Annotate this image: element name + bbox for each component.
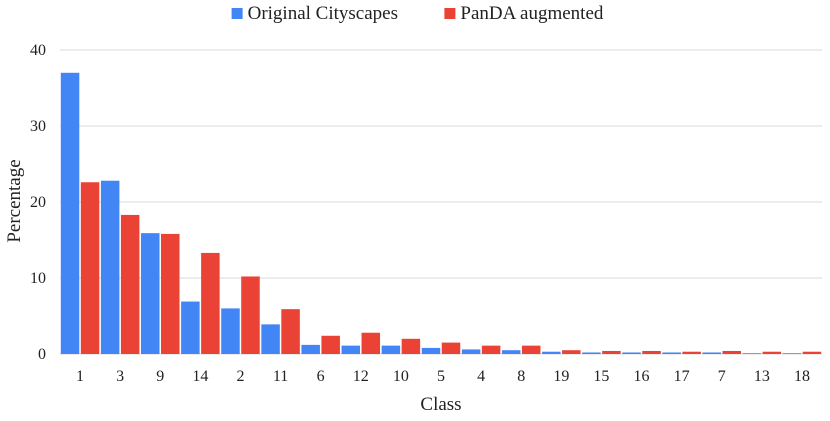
x-tick-label: 2 bbox=[236, 368, 244, 385]
x-tick-label: 19 bbox=[553, 368, 569, 385]
bars bbox=[60, 72, 822, 355]
legend: Original Cityscapes PanDA augmented bbox=[231, 3, 604, 24]
bar-panda-class-10 bbox=[401, 338, 421, 354]
x-tick-label: 1 bbox=[76, 368, 84, 385]
bar-panda-class-18 bbox=[802, 351, 822, 354]
bar-panda-class-17 bbox=[682, 351, 701, 354]
x-tick-label: 13 bbox=[754, 368, 770, 385]
bar-panda-class-12 bbox=[361, 332, 381, 354]
bar-original-class-16 bbox=[622, 352, 641, 354]
x-axis-title: Class bbox=[420, 394, 461, 415]
x-tick-label: 12 bbox=[353, 368, 369, 385]
bar-original-class-4 bbox=[461, 349, 481, 354]
x-tick-label: 10 bbox=[393, 368, 409, 385]
x-tick-label: 8 bbox=[517, 368, 525, 385]
x-tick-label: 6 bbox=[317, 368, 325, 385]
bar-original-class-11 bbox=[261, 324, 280, 354]
bar-panda-class-15 bbox=[602, 350, 621, 354]
x-tick-label: 18 bbox=[794, 368, 810, 385]
bar-panda-class-3 bbox=[120, 214, 140, 354]
bar-original-class-8 bbox=[501, 350, 521, 354]
bar-original-class-14 bbox=[181, 301, 200, 354]
bar-panda-class-2 bbox=[241, 276, 260, 354]
y-tick-label: 20 bbox=[30, 194, 46, 211]
legend-swatch bbox=[444, 8, 456, 19]
x-tick-label: 5 bbox=[437, 368, 445, 385]
legend-label: PanDA augmented bbox=[460, 3, 604, 24]
bar-original-class-7 bbox=[702, 352, 721, 354]
x-tick-label: 9 bbox=[156, 368, 164, 385]
bar-panda-class-4 bbox=[481, 345, 501, 354]
x-tick-label: 16 bbox=[634, 368, 650, 385]
y-tick-label: 30 bbox=[30, 118, 46, 135]
bar-original-class-5 bbox=[421, 347, 441, 354]
x-tick-label: 4 bbox=[477, 368, 485, 385]
y-axis-ticks: 0 10 20 30 40 bbox=[30, 42, 46, 363]
legend-swatch bbox=[231, 8, 243, 19]
bar-original-class-18 bbox=[782, 353, 802, 354]
bar-panda-class-13 bbox=[762, 351, 782, 354]
bar-original-class-2 bbox=[221, 308, 240, 354]
bar-original-class-12 bbox=[341, 345, 361, 354]
bar-original-class-6 bbox=[301, 344, 320, 354]
y-axis-title: Percentage bbox=[4, 159, 25, 242]
bar-original-class-15 bbox=[582, 352, 601, 354]
bar-panda-class-8 bbox=[521, 345, 541, 354]
bar-panda-class-11 bbox=[281, 309, 300, 354]
bar-panda-class-1 bbox=[80, 182, 100, 354]
x-tick-label: 15 bbox=[593, 368, 609, 385]
bar-panda-class-6 bbox=[321, 335, 340, 354]
y-tick-label: 0 bbox=[38, 346, 46, 363]
bar-panda-class-16 bbox=[642, 350, 661, 354]
bar-panda-class-7 bbox=[722, 350, 741, 354]
bar-original-class-1 bbox=[60, 72, 80, 355]
y-tick-label: 10 bbox=[30, 270, 46, 287]
x-tick-label: 14 bbox=[192, 368, 208, 385]
bar-original-class-3 bbox=[100, 180, 120, 354]
bar-panda-class-5 bbox=[441, 342, 461, 354]
x-tick-label: 11 bbox=[273, 368, 288, 385]
x-tick-label: 17 bbox=[674, 368, 690, 385]
bar-panda-class-14 bbox=[201, 252, 220, 354]
bar-original-class-9 bbox=[141, 233, 160, 354]
bar-panda-class-9 bbox=[161, 233, 180, 354]
y-tick-label: 40 bbox=[30, 42, 46, 59]
x-axis-ticks: 1 3 9 14 2 11 6 12 10 5 4 8 19 15 16 17 7 13 18 bbox=[76, 368, 810, 385]
bar-original-class-17 bbox=[662, 352, 681, 354]
bar-original-class-19 bbox=[542, 351, 561, 354]
bar-original-class-10 bbox=[381, 345, 401, 354]
bar-original-class-13 bbox=[742, 353, 762, 354]
legend-label: Original Cityscapes bbox=[248, 3, 398, 24]
bar-panda-class-19 bbox=[562, 350, 581, 354]
x-tick-label: 3 bbox=[116, 368, 124, 385]
x-tick-label: 7 bbox=[718, 368, 726, 385]
